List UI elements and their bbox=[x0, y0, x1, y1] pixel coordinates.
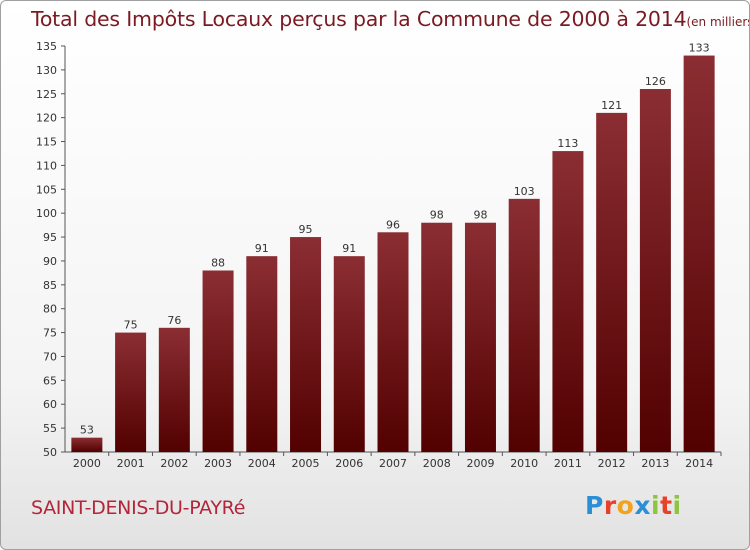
y-tick-label: 110 bbox=[36, 159, 57, 172]
bar-value-label: 53 bbox=[80, 424, 94, 437]
y-tick-label: 95 bbox=[43, 231, 57, 244]
x-tick-label: 2012 bbox=[598, 457, 626, 470]
bar bbox=[464, 222, 496, 452]
y-tick-label: 50 bbox=[43, 446, 57, 459]
y-tick-label: 115 bbox=[36, 136, 57, 149]
bar bbox=[290, 237, 322, 452]
x-tick-label: 2000 bbox=[73, 457, 101, 470]
x-tick-label: 2010 bbox=[510, 457, 538, 470]
x-tick-label: 2011 bbox=[554, 457, 582, 470]
bar bbox=[421, 222, 453, 452]
bar bbox=[115, 332, 147, 452]
y-tick-label: 60 bbox=[43, 398, 57, 411]
x-tick-label: 2008 bbox=[423, 457, 451, 470]
logo-letter: o bbox=[616, 491, 635, 520]
y-tick-label: 75 bbox=[43, 327, 57, 340]
bar bbox=[202, 270, 234, 452]
logo-letter: i bbox=[672, 491, 682, 520]
y-tick-label: 90 bbox=[43, 255, 57, 268]
bar-value-label: 113 bbox=[557, 137, 578, 150]
x-tick-label: 2004 bbox=[248, 457, 276, 470]
bar-value-label: 103 bbox=[514, 185, 535, 198]
bar bbox=[683, 55, 715, 452]
bar-value-label: 95 bbox=[299, 223, 313, 236]
chart-title: Total des Impôts Locaux perçus par la Co… bbox=[31, 7, 750, 31]
x-tick-label: 2002 bbox=[160, 457, 188, 470]
bar-value-label: 75 bbox=[124, 319, 138, 332]
x-tick-label: 2013 bbox=[641, 457, 669, 470]
bar bbox=[377, 232, 409, 452]
y-tick-label: 120 bbox=[36, 112, 57, 125]
bar bbox=[639, 88, 671, 453]
chart-title-text: Total des Impôts Locaux perçus par la Co… bbox=[31, 7, 687, 31]
bar bbox=[596, 112, 628, 452]
y-tick-label: 135 bbox=[36, 40, 57, 53]
y-tick-label: 125 bbox=[36, 88, 57, 101]
proxiti-logo: Proxiti bbox=[585, 491, 682, 520]
commune-name: SAINT-DENIS-DU-PAYRé bbox=[31, 497, 246, 519]
y-tick-label: 70 bbox=[43, 350, 57, 363]
bar-value-label: 98 bbox=[430, 209, 444, 222]
bar-value-label: 126 bbox=[645, 75, 666, 88]
bar-value-label: 121 bbox=[601, 99, 622, 112]
x-tick-label: 2003 bbox=[204, 457, 232, 470]
bar-value-label: 88 bbox=[211, 256, 225, 269]
x-tick-label: 2014 bbox=[685, 457, 713, 470]
bar bbox=[246, 256, 278, 452]
y-tick-label: 130 bbox=[36, 64, 57, 77]
logo-letter: i bbox=[651, 491, 661, 520]
bar-value-label: 133 bbox=[689, 42, 710, 55]
bar bbox=[158, 327, 190, 452]
bar bbox=[71, 437, 103, 452]
chart-subtitle: (en milliers d'€) bbox=[686, 15, 750, 29]
bar-value-label: 91 bbox=[342, 242, 356, 255]
logo-letter: x bbox=[634, 491, 651, 520]
bar bbox=[333, 256, 365, 452]
logo-letter: t bbox=[660, 491, 673, 520]
x-tick-label: 2007 bbox=[379, 457, 407, 470]
y-tick-label: 85 bbox=[43, 279, 57, 292]
logo-letter: r bbox=[603, 491, 617, 520]
bar-value-label: 98 bbox=[473, 209, 487, 222]
bar-value-label: 91 bbox=[255, 242, 269, 255]
logo-letter: P bbox=[585, 491, 604, 520]
x-tick-label: 2006 bbox=[335, 457, 363, 470]
y-tick-label: 105 bbox=[36, 183, 57, 196]
y-tick-label: 55 bbox=[43, 422, 57, 435]
bar bbox=[552, 151, 584, 453]
x-tick-label: 2001 bbox=[117, 457, 145, 470]
y-tick-label: 65 bbox=[43, 374, 57, 387]
x-tick-label: 2009 bbox=[466, 457, 494, 470]
x-tick-label: 2005 bbox=[292, 457, 320, 470]
y-tick-label: 80 bbox=[43, 303, 57, 316]
bar-value-label: 96 bbox=[386, 218, 400, 231]
bar bbox=[508, 198, 540, 452]
bar-value-label: 76 bbox=[167, 314, 181, 327]
y-tick-label: 100 bbox=[36, 207, 57, 220]
